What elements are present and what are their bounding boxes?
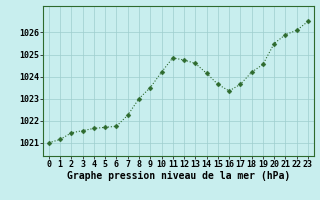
X-axis label: Graphe pression niveau de la mer (hPa): Graphe pression niveau de la mer (hPa) [67,171,290,181]
